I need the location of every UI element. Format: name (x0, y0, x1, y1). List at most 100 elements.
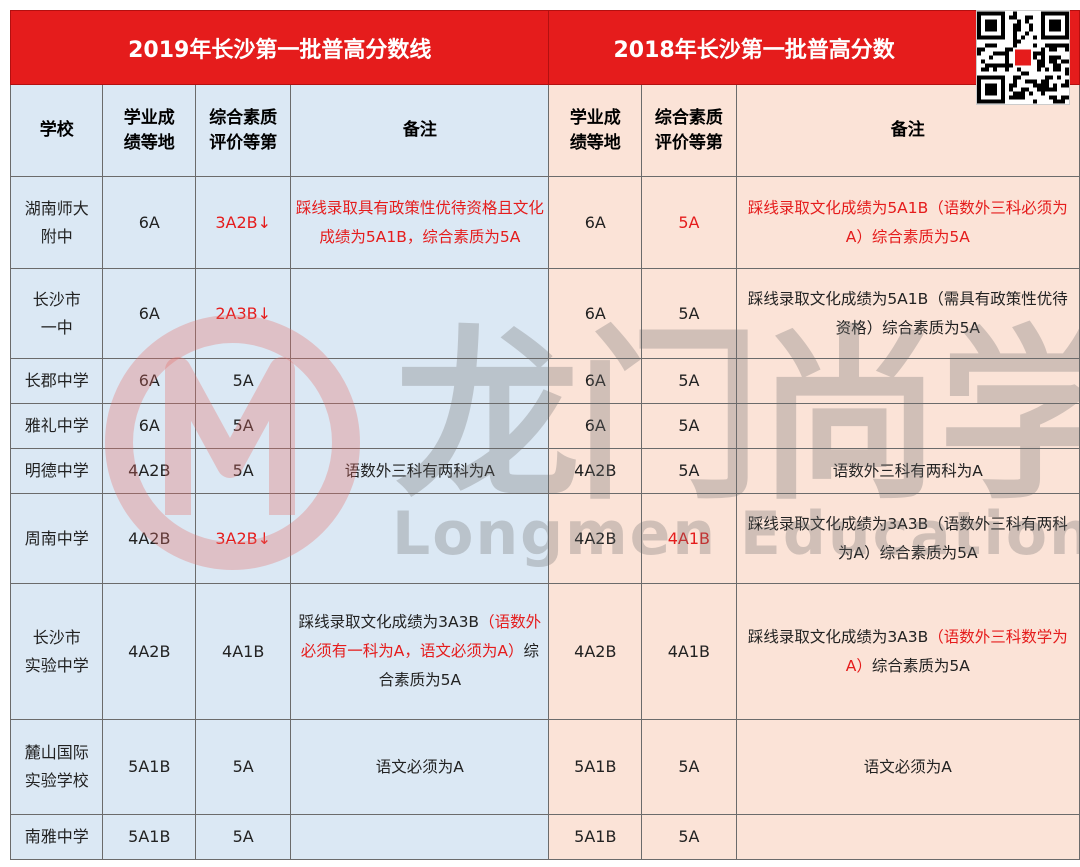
col-note-2019: 备注 (290, 84, 550, 177)
school-name: 明德中学 (9, 448, 104, 494)
note-2019 (290, 403, 550, 449)
score-table: 2019年长沙第一批普高分数线 2018年长沙第一批普高分数 学校 学业成 绩等地… (9, 10, 1080, 860)
quality-grade-2019: 5A (195, 719, 292, 815)
note-2019: 语数外三科有两科为A (290, 448, 550, 494)
score-grade-2018: 6A (548, 268, 643, 359)
score-grade-2019: 4A2B (102, 583, 197, 720)
note-text: （语数外三科数学为A） (845, 627, 1068, 675)
score-grade-2018: 4A2B (548, 583, 643, 720)
school-name: 周南中学 (9, 493, 104, 584)
table-row: 长沙市 实验中学 4A2B 4A1B 踩线录取文化成绩为3A3B（语数外必须有一科为A，… (9, 583, 1080, 720)
note-text: 综合素质为5A (871, 656, 970, 675)
note-2018 (735, 403, 1080, 449)
col-label: 学业成 绩等地 (569, 107, 621, 153)
note-2018: 语数外三科有两科为A (735, 448, 1080, 494)
note-text: 踩线录取文化成绩为5A1B（语数外三科必须为A）综合素质为5A (747, 198, 1068, 246)
score-grade-2018: 5A1B (548, 719, 643, 815)
score-grade-2018: 5A1B (548, 814, 643, 860)
qr-code-graphic (977, 11, 1069, 104)
table-row: 长沙市 一中 6A 2A3B↓ 6A 5A 踩线录取文化成绩为5A1B（需具有政策性优待资格… (9, 268, 1080, 359)
note-2018: 语文必须为A (735, 719, 1080, 815)
table-row: 麓山国际 实验学校 5A1B 5A 语文必须为A 5A1B 5A 语文必须为A (9, 719, 1080, 815)
school-name: 麓山国际 实验学校 (9, 719, 104, 815)
score-grade-2019: 6A (102, 268, 197, 359)
quality-grade-2019: 5A (195, 403, 292, 449)
score-grade-2018: 6A (548, 358, 643, 404)
note-text: 踩线录取文化成绩为3A3B (747, 627, 929, 646)
quality-grade-2019: 3A2B↓ (195, 493, 292, 584)
qr-code-icon (976, 10, 1070, 105)
school-name: 湖南师大 附中 (9, 176, 104, 269)
table-row: 南雅中学 5A1B 5A 5A1B 5A (9, 814, 1080, 860)
header-2019: 2019年长沙第一批普高分数线 (9, 10, 550, 85)
quality-grade-2018: 4A1B (641, 493, 737, 584)
quality-grade-2018: 4A1B (641, 583, 737, 720)
table-row: 明德中学 4A2B 5A 语数外三科有两科为A 4A2B 5A 语数外三科有两科为A (9, 448, 1080, 494)
note-text: （语数外必须有一科为A，语文必须为A） (300, 613, 542, 661)
note-2019 (290, 814, 550, 860)
score-grade-2019: 6A (102, 176, 197, 269)
score-grade-2019: 6A (102, 358, 197, 404)
table-row: 周南中学 4A2B 3A2B↓ 4A2B 4A1B 踩线录取文化成绩为3A3B（语数外三科… (9, 493, 1080, 584)
note-text: 语数外三科有两科为A (344, 461, 495, 480)
quality-grade-2018: 5A (641, 814, 737, 860)
score-grade-2019: 4A2B (102, 448, 197, 494)
score-grade-2019: 4A2B (102, 493, 197, 584)
school-name: 长郡中学 (9, 358, 104, 404)
score-grade-2018: 6A (548, 176, 643, 269)
note-2018: 踩线录取文化成绩为3A3B（语数外三科数学为A）综合素质为5A (735, 583, 1080, 720)
quality-grade-2019: 5A (195, 448, 292, 494)
score-grade-2018: 4A2B (548, 493, 643, 584)
quality-grade-2019: 5A (195, 814, 292, 860)
school-name: 长沙市 实验中学 (9, 583, 104, 720)
quality-grade-2019: 5A (195, 358, 292, 404)
note-2019 (290, 268, 550, 359)
note-text: 语数外三科有两科为A (832, 461, 983, 480)
col-label: 综合素质 评价等第 (209, 107, 278, 153)
note-text: 综合素质为5A (378, 642, 539, 689)
quality-grade-2018: 5A (641, 719, 737, 815)
note-text: 踩线录取文化成绩为5A1B（需具有政策性优待资格）综合素质为5A (747, 289, 1068, 337)
note-2019: 踩线录取文化成绩为3A3B（语数外必须有一科为A，语文必须为A）综合素质为5A (290, 583, 550, 720)
note-2019 (290, 493, 550, 584)
school-name: 南雅中学 (9, 814, 104, 860)
quality-grade-2018: 5A (641, 358, 737, 404)
note-2018: 踩线录取文化成绩为3A3B（语数外三科有两科为A）综合素质为5A (735, 493, 1080, 584)
note-text: 踩线录取具有政策性优待资格且文化成绩为5A1B，综合素质为5A (295, 198, 544, 246)
quality-grade-2018: 5A (641, 268, 737, 359)
col-school: 学校 (9, 84, 104, 177)
quality-grade-2019: 4A1B (195, 583, 292, 720)
note-2018 (735, 358, 1080, 404)
col-label: 学业成 绩等地 (123, 107, 175, 153)
col-quality-grade-2018: 综合素质 评价等第 (641, 84, 737, 177)
note-2018 (735, 814, 1080, 860)
score-grade-2019: 5A1B (102, 719, 197, 815)
quality-grade-2019: 2A3B↓ (195, 268, 292, 359)
note-2019: 语文必须为A (290, 719, 550, 815)
note-text: 踩线录取文化成绩为3A3B (298, 613, 480, 632)
note-text: 语文必须为A (863, 757, 952, 776)
quality-grade-2018: 5A (641, 403, 737, 449)
table-row: 雅礼中学 6A 5A 6A 5A (9, 403, 1080, 449)
col-label: 综合素质 评价等第 (654, 107, 723, 153)
note-2018: 踩线录取文化成绩为5A1B（语数外三科必须为A）综合素质为5A (735, 176, 1080, 269)
col-score-grade-2018: 学业成 绩等地 (548, 84, 643, 177)
score-grade-2019: 5A1B (102, 814, 197, 860)
col-score-grade-2019: 学业成 绩等地 (102, 84, 197, 177)
school-name: 雅礼中学 (9, 403, 104, 449)
quality-grade-2018: 5A (641, 176, 737, 269)
quality-grade-2018: 5A (641, 448, 737, 494)
note-text: 语文必须为A (375, 757, 464, 776)
note-2019 (290, 358, 550, 404)
table-row: 长郡中学 6A 5A 6A 5A (9, 358, 1080, 404)
note-text: 踩线录取文化成绩为3A3B（语数外三科有两科为A）综合素质为5A (747, 514, 1068, 562)
quality-grade-2019: 3A2B↓ (195, 176, 292, 269)
table-body: 湖南师大 附中 6A 3A2B↓ 踩线录取具有政策性优待资格且文化成绩为5A1B，综合素… (9, 176, 1080, 860)
school-name: 长沙市 一中 (9, 268, 104, 359)
col-quality-grade-2019: 综合素质 评价等第 (195, 84, 292, 177)
score-grade-2018: 4A2B (548, 448, 643, 494)
note-2018: 踩线录取文化成绩为5A1B（需具有政策性优待资格）综合素质为5A (735, 268, 1080, 359)
note-2019: 踩线录取具有政策性优待资格且文化成绩为5A1B，综合素质为5A (290, 176, 550, 269)
score-grade-2019: 6A (102, 403, 197, 449)
